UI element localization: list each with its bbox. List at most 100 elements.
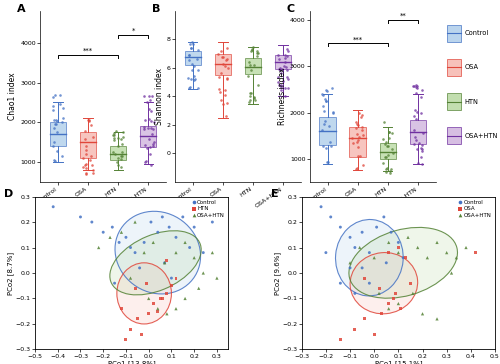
Point xyxy=(147,219,155,225)
Point xyxy=(278,70,285,76)
Point xyxy=(83,123,91,129)
Point xyxy=(191,85,199,91)
Point xyxy=(214,40,222,46)
Point xyxy=(190,62,198,68)
Point xyxy=(382,132,390,138)
Text: ***: *** xyxy=(352,36,363,42)
Point xyxy=(190,255,198,261)
Point xyxy=(88,159,96,165)
Point xyxy=(52,100,60,106)
Text: ***: *** xyxy=(83,48,93,54)
Point xyxy=(186,52,194,58)
Point xyxy=(366,250,374,256)
Point xyxy=(462,245,470,250)
Point xyxy=(320,135,328,141)
Point xyxy=(115,165,123,171)
Point xyxy=(140,250,148,256)
Point xyxy=(372,224,380,230)
Point xyxy=(220,59,228,65)
Point xyxy=(144,296,152,301)
Point xyxy=(86,153,94,159)
Point xyxy=(354,150,362,156)
Point xyxy=(84,129,92,135)
Point xyxy=(382,124,390,130)
Point xyxy=(279,48,287,54)
Point xyxy=(388,146,396,152)
Point xyxy=(346,234,354,240)
Point xyxy=(141,127,149,132)
Point xyxy=(409,122,417,128)
Point xyxy=(80,139,88,145)
Point xyxy=(189,70,197,75)
Point xyxy=(348,163,356,169)
Point xyxy=(370,255,378,261)
Y-axis label: Shannon index: Shannon index xyxy=(155,68,164,125)
Point xyxy=(326,145,334,151)
Point xyxy=(322,106,330,112)
Point xyxy=(244,70,252,75)
Point xyxy=(194,285,202,291)
Point xyxy=(358,150,366,156)
Point xyxy=(351,245,359,250)
Point xyxy=(352,162,360,168)
Point xyxy=(111,163,119,169)
Point xyxy=(94,245,102,250)
Point xyxy=(412,113,420,119)
Point xyxy=(346,260,354,266)
Point xyxy=(116,163,124,169)
Y-axis label: Richness index: Richness index xyxy=(278,68,287,125)
FancyBboxPatch shape xyxy=(447,25,461,42)
Point xyxy=(397,306,405,312)
Point xyxy=(417,161,425,167)
Point xyxy=(358,122,366,128)
Point xyxy=(142,130,150,136)
Point xyxy=(390,296,398,301)
Point xyxy=(200,250,207,256)
Point xyxy=(119,154,127,160)
Point xyxy=(380,135,388,141)
Text: E: E xyxy=(271,189,278,199)
Point xyxy=(336,280,344,286)
Ellipse shape xyxy=(117,263,172,324)
Point xyxy=(394,245,402,250)
Point xyxy=(358,115,366,121)
Point xyxy=(118,306,126,312)
Point xyxy=(380,168,388,174)
Point xyxy=(131,219,139,225)
Point xyxy=(250,60,258,66)
Point xyxy=(142,154,150,160)
X-axis label: PCo1 [15.1%]: PCo1 [15.1%] xyxy=(374,360,422,364)
Bar xyxy=(244,58,262,74)
Point xyxy=(186,245,194,250)
Point xyxy=(118,229,126,235)
Point xyxy=(360,316,368,322)
Point xyxy=(382,133,390,139)
Text: OSA: OSA xyxy=(464,64,478,70)
Point xyxy=(118,127,126,133)
Point xyxy=(76,214,84,220)
Point xyxy=(146,120,154,126)
Point xyxy=(142,280,150,286)
Point xyxy=(252,76,260,82)
Point xyxy=(280,69,288,75)
Point xyxy=(320,162,328,168)
Point xyxy=(329,107,337,113)
Point xyxy=(382,146,390,152)
Point xyxy=(284,62,292,67)
Point xyxy=(146,152,154,158)
Point xyxy=(60,103,68,108)
Text: D: D xyxy=(4,189,14,199)
Point xyxy=(53,124,61,130)
Point xyxy=(433,316,441,322)
Point xyxy=(114,126,122,132)
Point xyxy=(275,90,283,96)
Point xyxy=(388,120,396,126)
Point xyxy=(323,101,331,107)
Point xyxy=(146,106,154,111)
Point xyxy=(317,204,325,210)
Point xyxy=(139,136,147,142)
Ellipse shape xyxy=(336,219,403,296)
Point xyxy=(406,280,414,286)
Point xyxy=(382,260,390,266)
Point xyxy=(322,146,330,152)
